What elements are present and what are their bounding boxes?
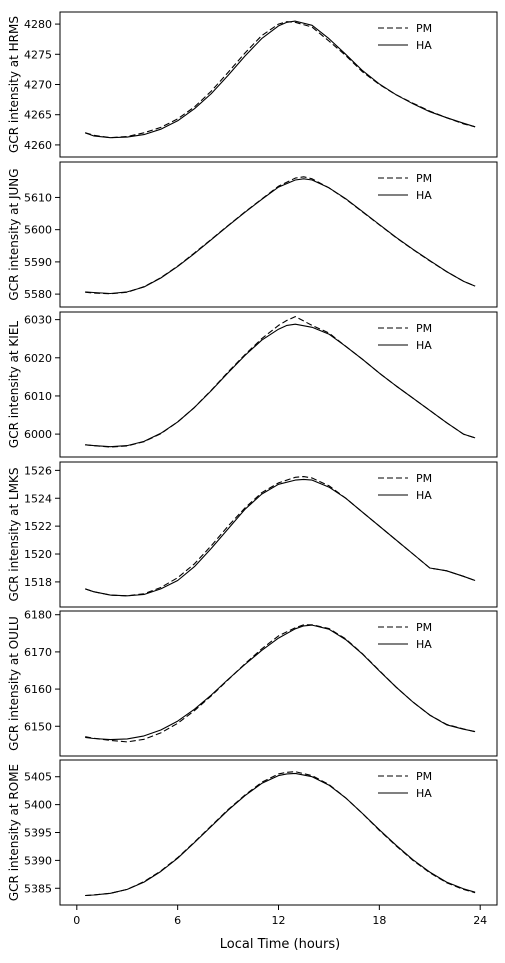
legend-label-ha: HA [416, 638, 432, 651]
x-tick-label: 12 [272, 914, 286, 927]
y-tick-label: 5600 [24, 224, 52, 237]
plot-frame [59, 461, 498, 608]
x-axis: 0 6 12 18 24 [73, 905, 487, 927]
y-tick-label: 6170 [24, 646, 52, 659]
legend-label-pm: PM [416, 770, 432, 783]
y-tick-label: 6000 [24, 428, 52, 441]
legend-label-ha: HA [416, 189, 432, 202]
legend-label-pm: PM [416, 22, 432, 35]
series-line-ha [85, 178, 476, 295]
y-tick-label: 1524 [24, 492, 52, 505]
y-tick-label: 5590 [24, 256, 52, 269]
series-line-ha [85, 624, 476, 741]
y-tick-label: 4280 [24, 18, 52, 31]
y-tick-label: 4270 [24, 79, 52, 92]
y-tick-label: 6180 [24, 609, 52, 622]
x-tick-label: 0 [73, 914, 80, 927]
y-tick-label: 1520 [24, 548, 52, 561]
y-tick-label: 6150 [24, 720, 52, 733]
y-tick-label: 5385 [24, 882, 52, 895]
y-axis-label: GCR intensity at HRMS [7, 16, 21, 153]
y-tick-label: 5580 [24, 288, 52, 301]
legend-label-ha: HA [416, 489, 432, 502]
legend-label-ha: HA [416, 339, 432, 352]
series-line-pm [85, 21, 476, 139]
plot-frame [59, 610, 498, 757]
y-axis-label: GCR intensity at OULU [7, 616, 21, 751]
series-line-pm [85, 316, 476, 448]
legend-label-pm: PM [416, 472, 432, 485]
y-tick-label: 6030 [24, 314, 52, 327]
series-line-pm [85, 476, 476, 597]
y-tick-label: 6010 [24, 390, 52, 403]
y-axis-label: GCR intensity at LMKS [7, 467, 21, 601]
y-tick-label: 6020 [24, 352, 52, 365]
x-tick-label: 24 [473, 914, 487, 927]
plot-frame [59, 311, 498, 458]
legend-label-ha: HA [416, 39, 432, 52]
y-axis-label: GCR intensity at JUNG [7, 168, 21, 300]
y-tick-label: 4265 [24, 109, 52, 122]
y-tick-label: 4260 [24, 139, 52, 152]
legend-label-pm: PM [416, 172, 432, 185]
legend-label-pm: PM [416, 621, 432, 634]
series-line-ha [85, 478, 476, 597]
y-tick-label: 1518 [24, 576, 52, 589]
x-tick-label: 6 [174, 914, 181, 927]
x-axis-label: Local Time (hours) [220, 937, 340, 952]
plot-frame [59, 161, 498, 308]
y-tick-label: 5610 [24, 191, 52, 204]
y-tick-label: 4275 [24, 48, 52, 61]
y-tick-label: 1526 [24, 464, 52, 477]
y-tick-label: 5395 [24, 827, 52, 840]
y-tick-label: 1522 [24, 520, 52, 533]
legend-label-pm: PM [416, 322, 432, 335]
y-tick-label: 6160 [24, 683, 52, 696]
legend-label-ha: HA [416, 787, 432, 800]
y-tick-label: 5390 [24, 854, 52, 867]
y-axis-label: GCR intensity at KIEL [7, 321, 21, 449]
series-line-ha [85, 772, 476, 897]
series-line-ha [85, 20, 476, 139]
x-tick-label: 18 [372, 914, 386, 927]
y-tick-label: 5400 [24, 799, 52, 812]
series-line-ha [85, 323, 476, 448]
y-tick-label: 5405 [24, 771, 52, 784]
y-axis-label: GCR intensity at ROME [7, 764, 21, 901]
